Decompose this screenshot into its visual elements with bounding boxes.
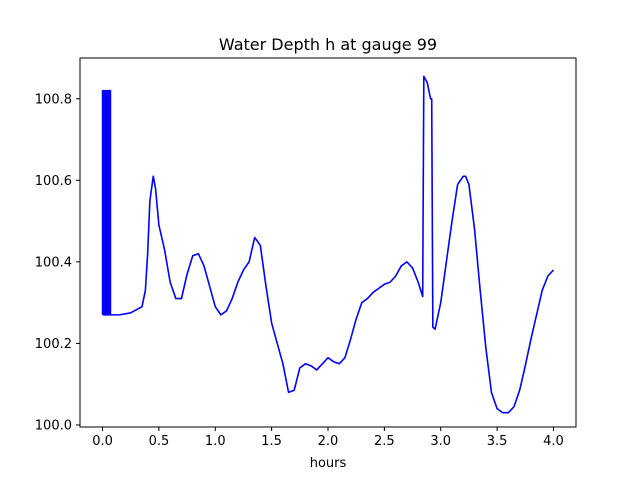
y-tick-label: 100.0	[35, 418, 72, 433]
x-tick-label: 1.0	[205, 434, 226, 449]
x-tick-label: 3.0	[430, 434, 451, 449]
chart-title: Water Depth h at gauge 99	[219, 35, 437, 54]
y-tick-label: 100.8	[35, 92, 72, 107]
series-layer	[101, 75, 555, 414]
x-tick-label: 2.5	[374, 434, 395, 449]
x-axis-label: hours	[310, 456, 347, 471]
x-tick-label: 4.0	[543, 434, 564, 449]
x-tick-label: 2.0	[318, 434, 339, 449]
y-tick-label: 100.2	[35, 337, 72, 352]
series-line-0	[101, 75, 555, 414]
y-tick-label: 100.6	[35, 174, 72, 189]
plot-area	[80, 58, 576, 427]
x-tick-label: 0.0	[92, 434, 113, 449]
y-axis: 100.0 100.2 100.4 100.6 100.8	[35, 92, 80, 433]
x-axis: 0.0 0.5 1.0 1.5 2.0 2.5 3.0 3.5 4.0	[92, 427, 564, 449]
x-tick-label: 1.5	[261, 434, 282, 449]
x-tick-label: 3.5	[487, 434, 508, 449]
y-tick-label: 100.4	[35, 255, 72, 270]
x-tick-label: 0.5	[149, 434, 170, 449]
